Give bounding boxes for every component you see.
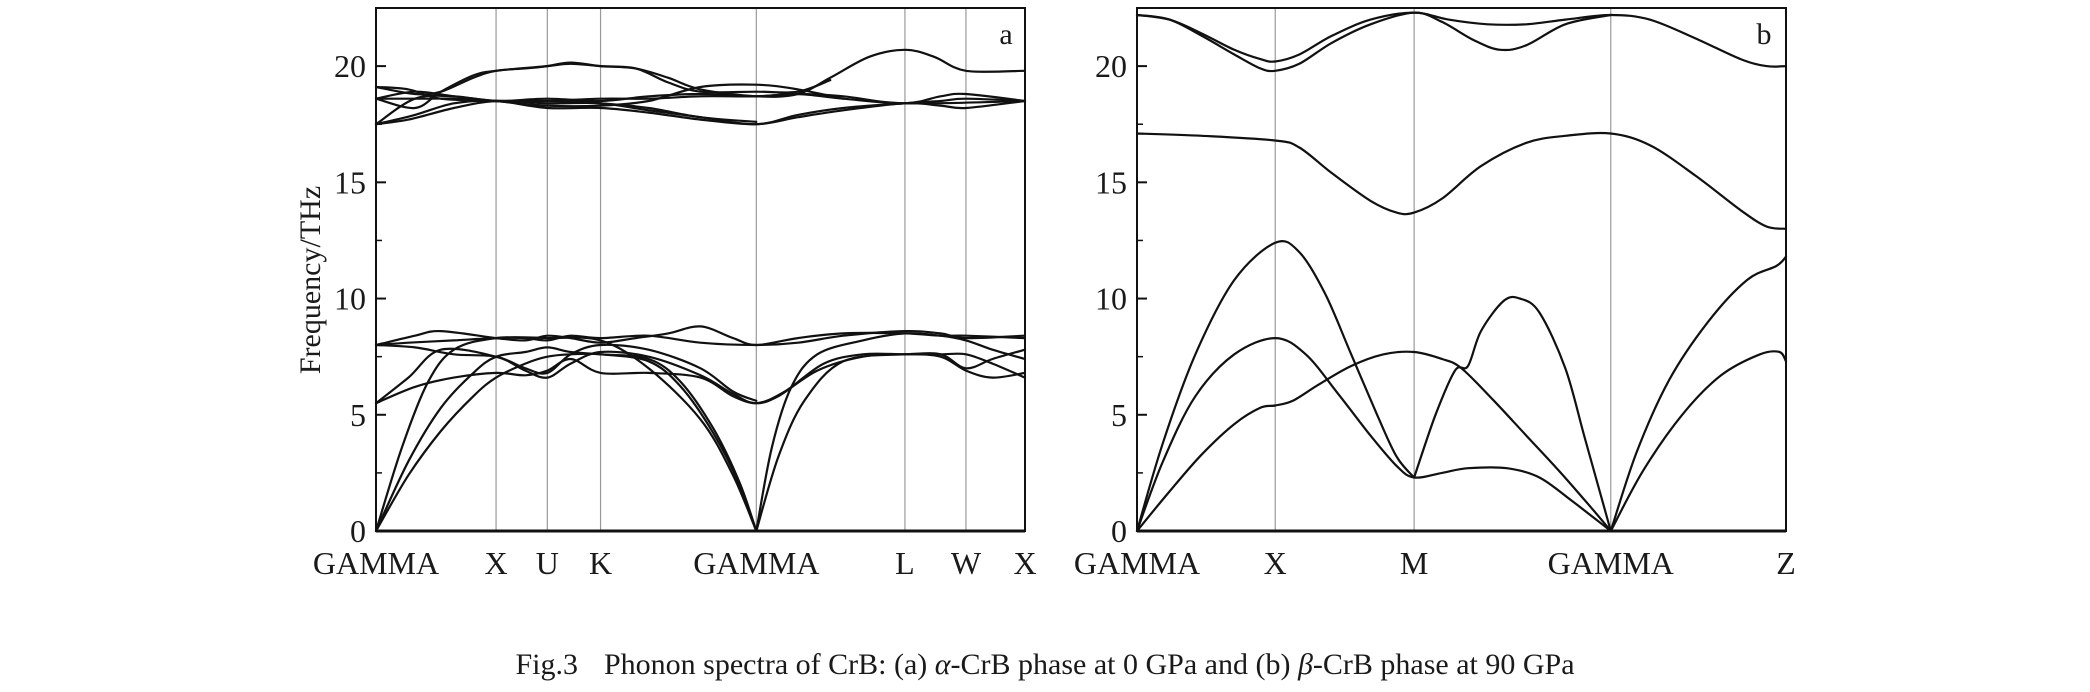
caption-text-2: -CrB phase at 0 GPa and (b) bbox=[950, 648, 1298, 681]
kpoint-label: X bbox=[485, 545, 508, 581]
band-optical-low-5 bbox=[374, 329, 1027, 347]
band-acoustic-4 bbox=[755, 352, 1027, 533]
caption-text-3: -CrB phase at 90 GPa bbox=[1312, 648, 1575, 681]
y-tick-label: 20 bbox=[1095, 48, 1127, 84]
y-tick-label: 10 bbox=[1095, 281, 1127, 317]
band-optical-high-7 bbox=[374, 48, 1027, 98]
band-acoustic-1 bbox=[374, 352, 758, 533]
y-tick-label: 0 bbox=[1111, 513, 1127, 549]
y-tick-label: 5 bbox=[350, 397, 366, 433]
kpoint-label: U bbox=[536, 545, 559, 581]
kpoint-label: W bbox=[951, 545, 982, 581]
y-tick-label: 0 bbox=[350, 513, 366, 549]
band-optical-top-2 bbox=[1135, 11, 1612, 73]
kpoint-label: M bbox=[1400, 545, 1428, 581]
band-gz-high bbox=[1609, 255, 1788, 533]
band-acoustic-low bbox=[1135, 350, 1612, 533]
panel-a-tag: a bbox=[999, 18, 1012, 51]
band-optical-high-8 bbox=[374, 62, 832, 110]
y-tick-label: 5 bbox=[1111, 397, 1127, 433]
band-optical-top-1 bbox=[1135, 11, 1788, 68]
kpoint-label: GAMMA bbox=[693, 545, 819, 581]
y-tick-label: 20 bbox=[334, 48, 366, 84]
kpoint-label: X bbox=[1264, 545, 1287, 581]
caption-prefix: Fig.3 bbox=[515, 648, 578, 681]
y-tick-label: 10 bbox=[334, 281, 366, 317]
kpoint-label: X bbox=[1013, 545, 1036, 581]
band-optical-low-3 bbox=[374, 343, 758, 402]
plot-frame bbox=[1136, 7, 1787, 532]
y-axis-label: Frequency/THz bbox=[294, 186, 327, 374]
panel-b-tag: b bbox=[1757, 18, 1772, 51]
kpoint-label: L bbox=[895, 545, 915, 581]
band-optical-low-1 bbox=[374, 353, 1027, 405]
caption-alpha: α bbox=[934, 648, 951, 681]
figure-caption: Fig.3 Phonon spectra of CrB: (a) α-CrB ph… bbox=[0, 648, 2090, 682]
kpoint-label: GAMMA bbox=[313, 545, 439, 581]
panel-b: GAMMA X M GAMMA Z 0 5 10 15 20 bbox=[1074, 7, 1796, 581]
kpoint-label: GAMMA bbox=[1074, 545, 1200, 581]
band-branch-m-peak bbox=[1413, 295, 1612, 533]
band-acoustic-mid bbox=[1135, 337, 1612, 533]
band-acoustic-3 bbox=[374, 336, 758, 533]
kpoint-label: Z bbox=[1776, 545, 1796, 581]
caption-text-1: Phonon spectra of CrB: (a) bbox=[604, 648, 935, 681]
band-optical-high-1 bbox=[374, 99, 1027, 126]
band-acoustic-high bbox=[1135, 239, 1416, 533]
y-tick-label: 15 bbox=[334, 164, 366, 200]
band-gz-low bbox=[1609, 350, 1788, 533]
y-tick-label: 15 bbox=[1095, 164, 1127, 200]
band-acoustic-5 bbox=[755, 332, 1027, 533]
band-optical-high-6 bbox=[374, 85, 758, 123]
band-acoustic-2 bbox=[374, 346, 758, 533]
band-optical-mid bbox=[1135, 131, 1788, 230]
kpoint-label: K bbox=[589, 545, 612, 581]
band-optical-high-5 bbox=[374, 83, 845, 108]
kpoint-label: GAMMA bbox=[1548, 545, 1674, 581]
caption-beta: β bbox=[1297, 648, 1313, 681]
